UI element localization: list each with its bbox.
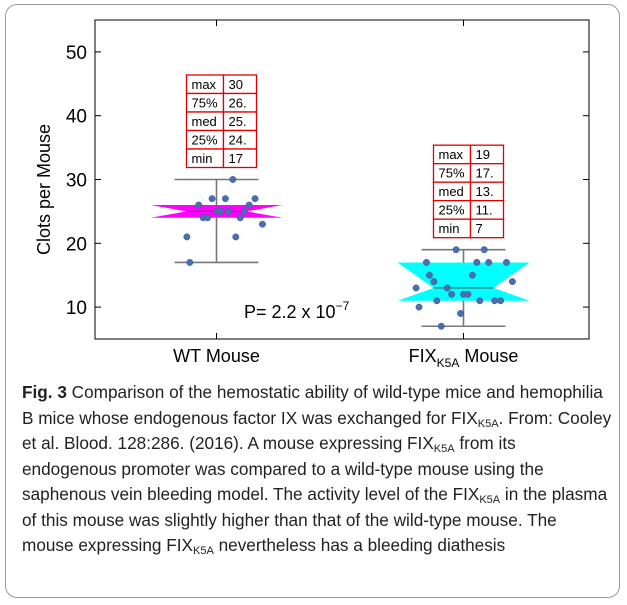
y-axis-label: Clots per Mouse <box>34 124 54 255</box>
data-point <box>480 246 488 254</box>
data-point <box>241 207 249 215</box>
box-plot-chart: 10 20 30 40 50 Clots per Mouse WT Mouse FIXK5A … <box>34 19 590 370</box>
data-point <box>217 207 225 215</box>
stats-value: 17 <box>229 151 243 166</box>
stats-value: 7 <box>476 221 483 236</box>
stats-label: min <box>439 221 460 236</box>
data-point <box>464 290 472 298</box>
caption-text: from its endogenous promoter was compare… <box>22 433 544 504</box>
stats-label: max <box>192 77 217 92</box>
stats-value: 30 <box>229 77 243 92</box>
data-point <box>208 195 216 203</box>
stats-cell-value-box <box>469 218 505 239</box>
y-tick-label: 50 <box>66 43 87 64</box>
stats-value: 13. <box>476 184 494 199</box>
data-point <box>476 297 484 305</box>
caption-text: Comparison of the hemostatic ability of … <box>22 382 603 428</box>
data-point <box>473 258 481 266</box>
stats-label: 25% <box>192 133 218 148</box>
data-point <box>195 201 203 209</box>
stats-value: 25. <box>229 114 247 129</box>
x-category-label: FIXK5A Mouse <box>409 346 519 370</box>
data-point <box>468 271 476 279</box>
caption-subscript: K5A <box>433 443 455 455</box>
stats-label: med <box>439 184 464 199</box>
y-tick-label: 20 <box>66 234 87 255</box>
data-point <box>245 201 253 209</box>
caption-text: . From: Cooley et al. Blood. 128:286. (2… <box>22 407 612 454</box>
data-point <box>433 297 441 305</box>
figure-caption: Fig. 3 Comparison of the hemostatic abil… <box>22 380 612 559</box>
figure-frame <box>5 4 620 598</box>
data-point <box>236 214 244 222</box>
stats-label: 25% <box>439 203 465 218</box>
caption-subscript: K5A <box>479 494 501 506</box>
data-point <box>221 195 229 203</box>
data-point <box>457 310 464 317</box>
p-value-annotation: P= 2.2 x 10−7 <box>244 299 350 322</box>
data-point <box>412 284 420 292</box>
y-tick-label: 10 <box>66 298 87 319</box>
data-point <box>423 258 430 266</box>
data-point <box>448 290 456 298</box>
stats-value: 11. <box>476 203 493 218</box>
plot-area-frame <box>94 19 590 340</box>
stats-value: 19 <box>476 147 490 162</box>
data-point <box>443 284 451 292</box>
stats-table: max 30 75% 26. med 25. 25% 24. min 17 <box>185 74 258 169</box>
stats-cell-value-box <box>222 148 258 169</box>
data-point <box>485 258 493 266</box>
data-point <box>430 278 438 286</box>
data-point <box>258 220 266 228</box>
data-point <box>232 233 240 241</box>
stats-label: 75% <box>439 166 465 181</box>
data-point <box>437 322 445 330</box>
data-point <box>183 233 191 241</box>
caption-subscript: K5A <box>477 417 499 430</box>
stats-label: 75% <box>192 96 218 111</box>
data-point <box>491 297 499 305</box>
y-tick-label: 30 <box>66 171 87 192</box>
stats-label: max <box>439 147 464 162</box>
y-tick-label: 40 <box>66 107 87 128</box>
caption-text: nevertheless has a bleeding diathesis <box>213 535 506 555</box>
data-point <box>415 303 423 311</box>
data-point <box>503 258 510 266</box>
stats-label: med <box>192 114 217 129</box>
stats-value: 26. <box>229 96 247 111</box>
figure-label: Fig. 3 <box>22 382 67 402</box>
stats-table: max 19 75% 17. med 13. 25% 11. min 7 <box>432 144 505 239</box>
stats-label: min <box>192 151 213 166</box>
data-point <box>497 297 504 305</box>
caption-subscript: K5A <box>193 545 214 557</box>
data-point <box>251 195 259 203</box>
caption-text: in the plasma of this mouse was slightly… <box>22 484 608 555</box>
data-point <box>452 246 460 254</box>
data-point <box>204 214 212 222</box>
data-point <box>425 271 433 279</box>
x-category-label: WT Mouse <box>173 346 260 366</box>
data-point <box>186 258 194 266</box>
data-point <box>229 176 237 183</box>
data-point <box>508 278 516 286</box>
stats-value: 24. <box>229 133 247 148</box>
stats-value: 17. <box>476 166 494 181</box>
data-point <box>224 207 232 215</box>
